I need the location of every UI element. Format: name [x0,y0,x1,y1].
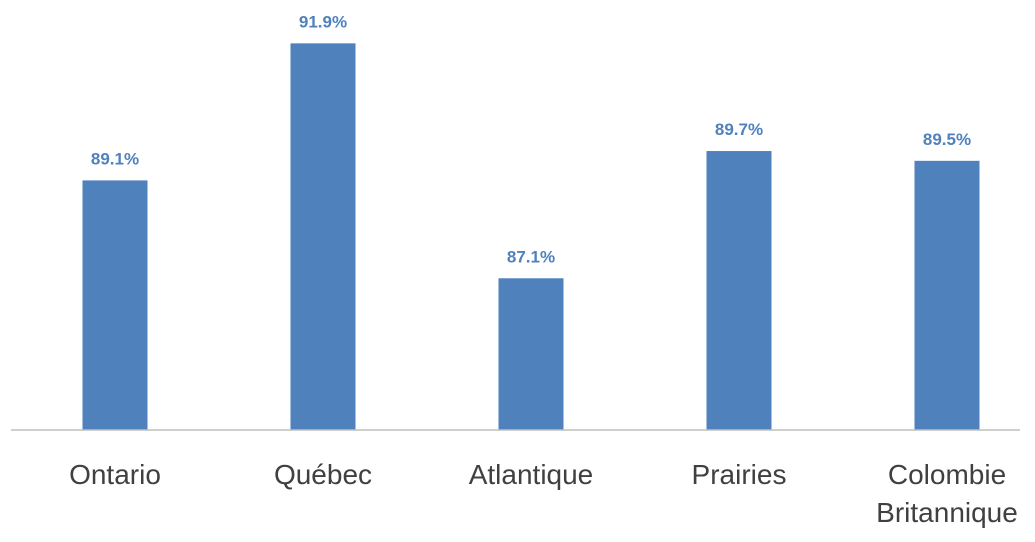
x-tick-label: Québec [273,459,373,490]
x-tick-label: Atlantique [468,459,594,490]
bar [82,180,148,430]
x-tick-label: Ontario [69,459,161,490]
data-label: 89.7% [715,120,763,139]
x-tick-label: Prairies [691,459,787,490]
data-label: 87.1% [507,247,555,266]
bar [914,160,980,430]
bar [290,43,356,430]
data-label: 89.1% [91,149,139,168]
data-label: 91.9% [299,12,347,31]
x-tick-label: Colombie Britannique [876,459,1018,528]
bar [498,278,564,430]
data-label: 89.5% [923,130,971,149]
bar [706,151,772,431]
